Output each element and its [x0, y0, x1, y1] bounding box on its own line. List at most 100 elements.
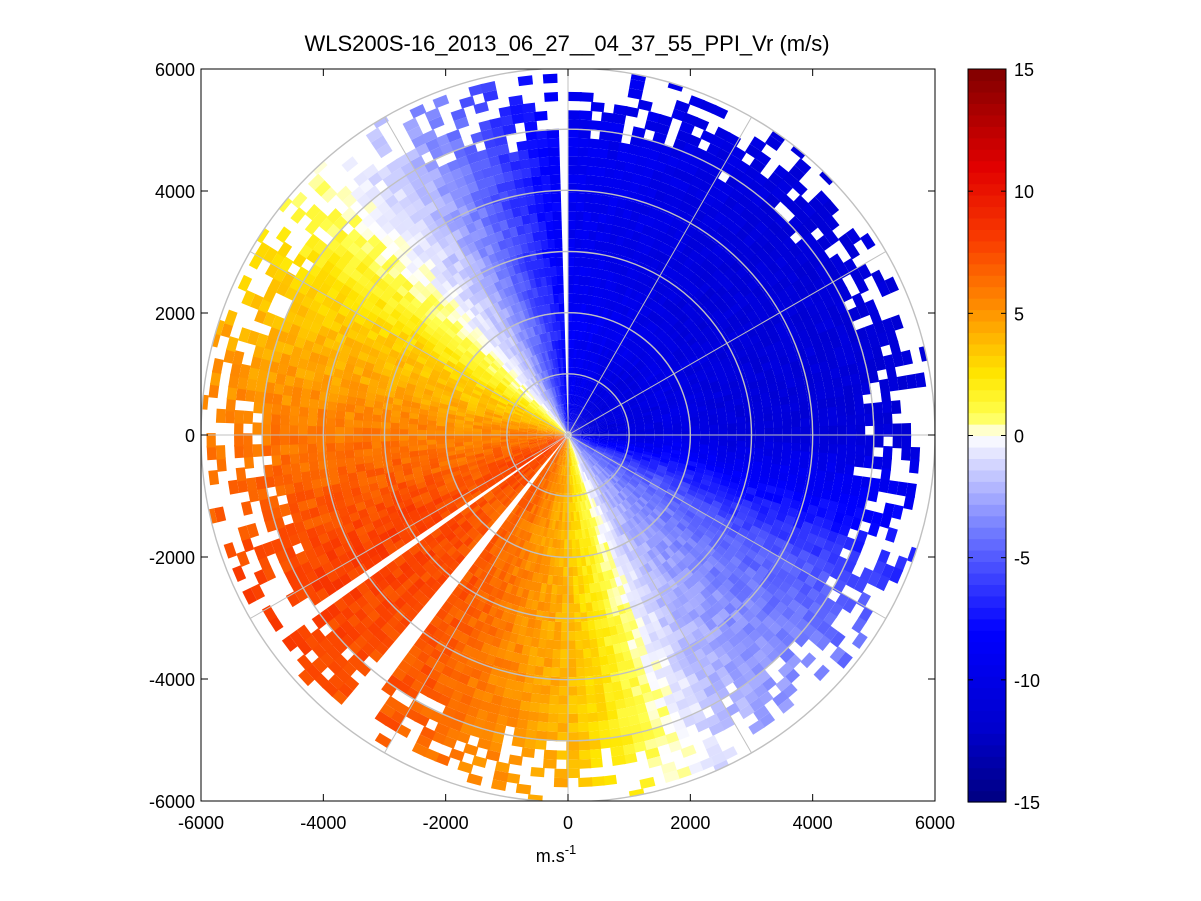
velocity-cell: [823, 199, 840, 216]
velocity-cell: [693, 289, 706, 302]
velocity-cell: [673, 473, 684, 482]
velocity-cell: [853, 393, 864, 407]
velocity-cell: [711, 340, 723, 352]
velocity-cell: [571, 414, 576, 423]
velocity-cell: [586, 380, 593, 390]
velocity-cell: [641, 456, 651, 463]
velocity-cell: [819, 435, 829, 446]
velocity-cell: [672, 423, 682, 429]
velocity-cell: [681, 438, 691, 445]
velocity-cell: [857, 263, 872, 280]
velocity-cell: [656, 395, 667, 403]
velocity-cell: [605, 447, 616, 453]
velocity-cell: [792, 368, 804, 380]
velocity-cell: [630, 368, 640, 378]
velocity-cell: [698, 355, 710, 366]
velocity-cell: [645, 502, 656, 512]
velocity-cell: [829, 491, 841, 504]
velocity-cell: [595, 166, 607, 178]
velocity-cell: [665, 533, 677, 544]
velocity-cell: [726, 314, 739, 327]
velocity-cell: [667, 357, 678, 367]
velocity-cell: [650, 405, 660, 412]
velocity-cell: [591, 394, 599, 404]
velocity-cell: [700, 340, 712, 352]
velocity-cell: [631, 408, 642, 415]
velocity-cell: [579, 424, 588, 430]
velocity-cell: [591, 333, 598, 344]
velocity-cell: [691, 475, 703, 485]
velocity-cell: [633, 416, 644, 422]
velocity-cell: [576, 192, 587, 203]
velocity-cell: [568, 302, 574, 313]
velocity-cell: [589, 438, 599, 442]
velocity-cell: [669, 344, 680, 355]
velocity-cell: [879, 513, 893, 529]
velocity-cell: [613, 169, 626, 181]
velocity-cell: [717, 445, 728, 453]
velocity-cell: [619, 476, 629, 485]
velocity-cell: [763, 420, 774, 430]
velocity-cell: [690, 439, 701, 445]
velocity-cell: [614, 160, 628, 172]
velocity-cell: [874, 435, 884, 448]
velocity-cell: [778, 388, 789, 399]
velocity-cell: [578, 397, 584, 407]
velocity-cell: [856, 302, 870, 319]
velocity-cell: [887, 377, 899, 392]
velocity-cell: [580, 427, 589, 432]
velocity-cell: [572, 414, 577, 424]
velocity-cell: [596, 418, 606, 424]
velocity-cell: [616, 422, 626, 427]
velocity-cell: [663, 336, 674, 348]
velocity-cell: [587, 332, 594, 343]
velocity-cell: [813, 664, 830, 682]
velocity-cell: [574, 667, 585, 678]
velocity-cell: [608, 475, 617, 485]
velocity-cell: [589, 436, 600, 439]
velocity-cell: [611, 113, 627, 125]
velocity-cell: [791, 442, 801, 453]
velocity-cell: [595, 231, 605, 242]
velocity-cell: [758, 385, 770, 396]
velocity-cell: [836, 355, 848, 369]
velocity-cell: [735, 410, 746, 419]
velocity-cell: [580, 438, 590, 442]
velocity-cell: [630, 406, 641, 413]
velocity-cell: [763, 448, 774, 458]
velocity-cell: [865, 358, 878, 373]
velocity-cell: [694, 277, 707, 290]
velocity-cell: [651, 269, 663, 282]
velocity-cell: [615, 448, 625, 454]
velocity-cell: [833, 472, 845, 485]
velocity-cell: [690, 359, 702, 370]
velocity-cell: [607, 439, 618, 443]
velocity-cell: [215, 408, 226, 424]
velocity-cell: [589, 440, 599, 444]
velocity-cell: [606, 319, 615, 330]
velocity-cell: [621, 316, 631, 327]
velocity-cell: [571, 431, 581, 435]
velocity-cell: [823, 229, 840, 246]
velocity-cell: [790, 450, 801, 461]
velocity-cell: [682, 346, 694, 357]
velocity-cell: [808, 629, 824, 646]
velocity-cell: [614, 414, 624, 420]
velocity-cell: [603, 338, 612, 349]
velocity-cell: [595, 416, 605, 422]
velocity-cell: [624, 286, 634, 298]
velocity-cell: [640, 405, 651, 412]
velocity-cell: [571, 430, 581, 434]
velocity-cell: [574, 376, 579, 387]
velocity-cell: [620, 295, 630, 307]
velocity-cell: [717, 418, 728, 426]
velocity-cell: [678, 313, 691, 325]
velocity-cell: [610, 310, 619, 322]
velocity-cell: [568, 201, 578, 212]
velocity-cell: [700, 270, 713, 283]
velocity-cell: [627, 366, 637, 376]
velocity-cell: [684, 509, 696, 520]
velocity-cell: [729, 302, 743, 316]
velocity-cell: [800, 426, 811, 437]
